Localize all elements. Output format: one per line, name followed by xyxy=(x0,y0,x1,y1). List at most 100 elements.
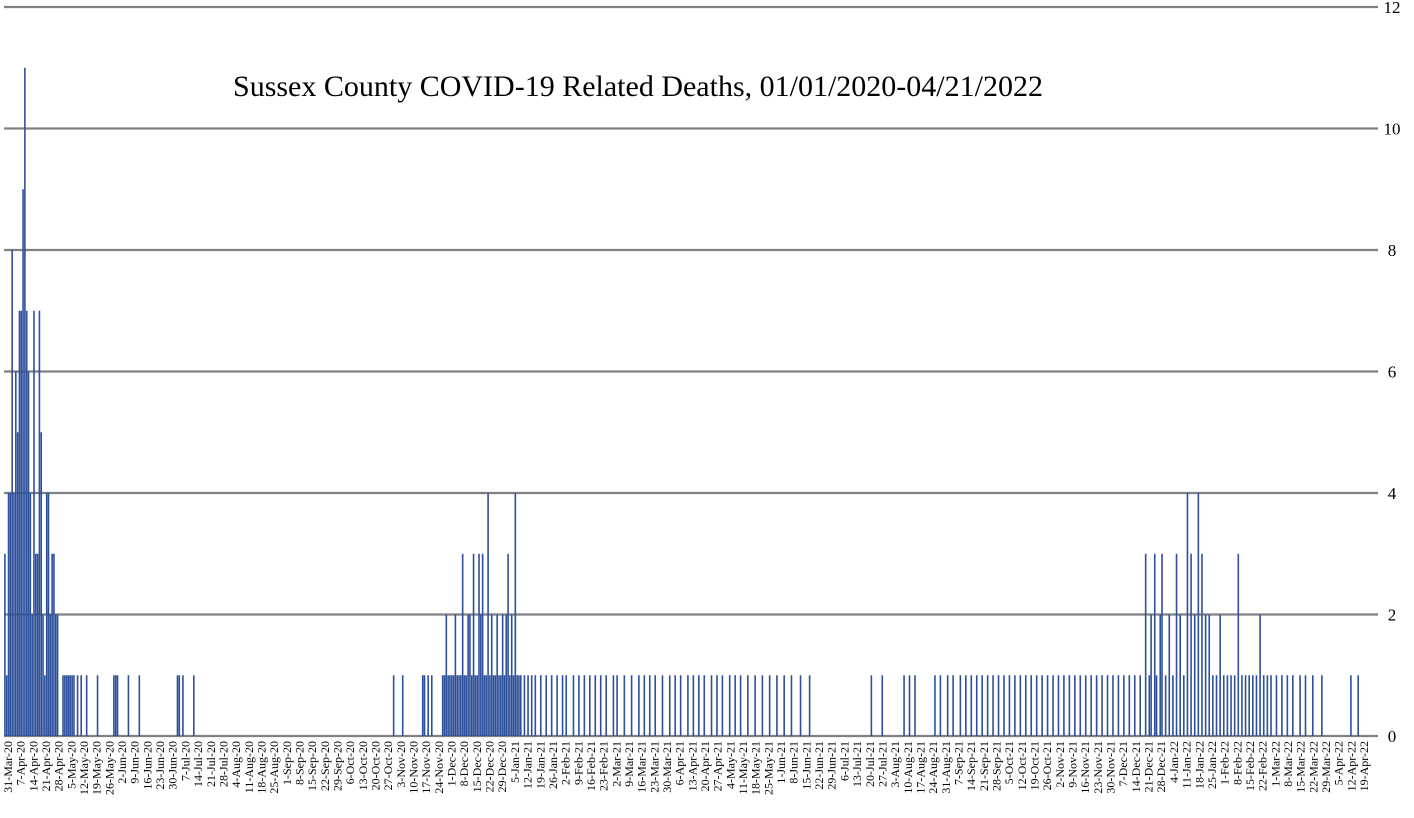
bar xyxy=(460,675,462,736)
bar xyxy=(1101,675,1103,736)
x-tick-labels: 31-Mar-207-Apr-2014-Apr-2021-Apr-2028-Ap… xyxy=(1,741,1371,795)
bar xyxy=(1063,675,1065,736)
x-tick-label: 12-Oct-21 xyxy=(1015,741,1029,790)
bar xyxy=(113,675,115,736)
bar xyxy=(643,675,646,736)
bar xyxy=(454,614,457,736)
bar xyxy=(710,675,713,736)
bar xyxy=(483,675,486,736)
bar xyxy=(489,675,491,736)
bar xyxy=(1230,675,1232,736)
bar xyxy=(589,675,591,736)
bar xyxy=(1190,553,1192,736)
bar xyxy=(1090,675,1092,736)
bar xyxy=(1153,553,1156,736)
bar xyxy=(503,675,506,736)
bar xyxy=(56,614,59,736)
bar xyxy=(808,675,811,736)
bar xyxy=(1057,675,1060,736)
bar xyxy=(481,553,484,736)
bar xyxy=(69,675,72,736)
bar xyxy=(64,675,66,736)
bar xyxy=(1204,614,1207,736)
bar xyxy=(1019,675,1022,736)
x-tick-label: 11-Aug-20 xyxy=(242,741,256,793)
bar xyxy=(65,675,68,736)
bar xyxy=(1046,675,1049,736)
x-tick-label: 25-May-21 xyxy=(761,741,775,795)
bar xyxy=(510,614,513,736)
y-tick-label: 0 xyxy=(1388,727,1397,746)
bar xyxy=(498,675,500,736)
bar xyxy=(952,675,954,736)
x-tick-label: 23-Jun-20 xyxy=(153,741,167,790)
bar xyxy=(1193,614,1196,736)
x-tick-label: 1-Jun-21 xyxy=(774,741,788,784)
bar xyxy=(487,493,489,736)
bar xyxy=(981,675,983,736)
bar xyxy=(480,614,482,736)
bar xyxy=(116,675,119,736)
bar xyxy=(539,675,542,736)
bar xyxy=(76,675,79,736)
bar xyxy=(80,675,82,736)
bar xyxy=(519,675,522,736)
x-tick-label: 5-May-20 xyxy=(64,741,78,789)
y-tick-label: 4 xyxy=(1388,484,1397,503)
bar xyxy=(9,493,12,736)
bar xyxy=(1128,675,1131,736)
bar xyxy=(1052,675,1054,736)
x-tick-label: 3-Nov-20 xyxy=(394,741,408,788)
bar xyxy=(96,675,99,736)
bar xyxy=(485,675,488,736)
bar xyxy=(1079,675,1082,736)
bar xyxy=(1241,675,1243,736)
bar xyxy=(530,675,533,736)
y-tick-label: 10 xyxy=(1384,120,1401,139)
bar xyxy=(53,553,55,736)
bar xyxy=(193,675,195,736)
x-tick-label: 8-Jun-21 xyxy=(787,741,801,784)
x-tick-label: 20-Jul-21 xyxy=(863,741,877,787)
bar xyxy=(450,675,453,736)
bar xyxy=(4,553,6,736)
bar xyxy=(1259,614,1261,736)
bar xyxy=(698,675,700,736)
bar xyxy=(518,675,520,736)
bar xyxy=(870,675,873,736)
bar xyxy=(605,675,607,736)
bar xyxy=(1266,675,1269,736)
bar xyxy=(1186,493,1189,736)
x-tick-label: 25-Jan-22 xyxy=(1205,741,1219,789)
x-tick-label: 15-Feb-22 xyxy=(1243,741,1257,791)
x-tick-label: 9-Feb-21 xyxy=(571,741,585,785)
bar xyxy=(1123,675,1125,736)
bar xyxy=(761,675,764,736)
bar xyxy=(474,675,477,736)
x-tick-label: 2-Jun-20 xyxy=(115,741,129,784)
y-tick-labels: 0 2 4 6 8 10 12 xyxy=(1384,0,1401,746)
bar xyxy=(71,675,73,736)
bar xyxy=(42,614,44,736)
x-tick-label: 15-Jun-21 xyxy=(799,741,813,790)
bar xyxy=(516,675,518,736)
bar xyxy=(11,250,13,736)
x-tick-label: 22-Sep-20 xyxy=(318,741,332,791)
bar xyxy=(496,614,498,736)
bar xyxy=(572,675,575,736)
bar xyxy=(24,67,26,736)
bar xyxy=(1117,675,1120,736)
bar xyxy=(1106,675,1109,736)
x-tick-label: 23-Nov-21 xyxy=(1091,741,1105,794)
bar xyxy=(514,493,517,736)
x-tick-label: 10-Aug-21 xyxy=(901,741,915,794)
bar xyxy=(583,675,586,736)
bar xyxy=(492,675,495,736)
chart-title: Sussex County COVID-19 Related Deaths, 0… xyxy=(233,70,1043,103)
x-tick-label: 19-Jan-21 xyxy=(533,741,547,789)
x-tick-label: 1-Sep-20 xyxy=(280,741,294,785)
bar xyxy=(1168,614,1171,736)
x-tick-label: 26-May-20 xyxy=(102,741,116,795)
x-tick-label: 24-Aug-21 xyxy=(926,741,940,794)
bar xyxy=(16,432,19,736)
